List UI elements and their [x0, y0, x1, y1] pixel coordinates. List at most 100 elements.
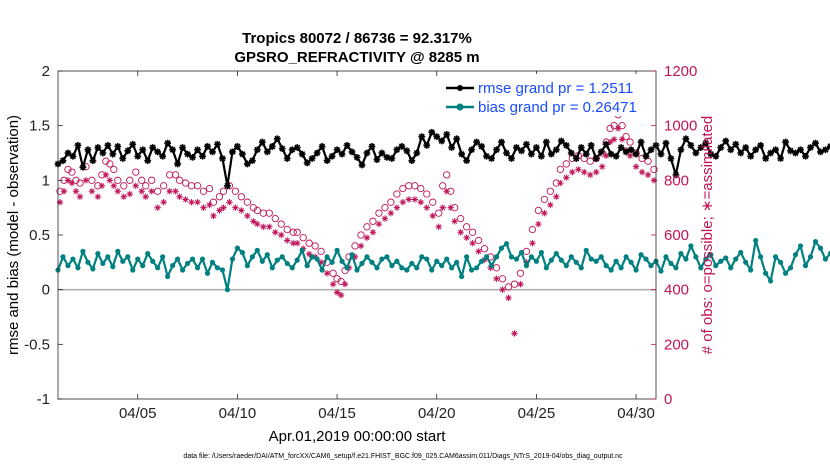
bias-point: [678, 250, 684, 257]
rmse-point: [338, 150, 346, 158]
obs-assimilated-point: [499, 286, 506, 293]
obs-assimilated-point: [172, 188, 179, 195]
bias-point: [90, 266, 96, 272]
obs-assimilated-point: [511, 330, 518, 337]
bias-point: [777, 259, 784, 265]
rmse-point: [134, 152, 142, 160]
bias-point: [419, 254, 425, 260]
rmse-point: [717, 144, 725, 151]
rmse-point: [408, 157, 416, 165]
bias-point: [563, 263, 569, 269]
rmse-point: [672, 171, 680, 179]
rmse-point: [84, 146, 92, 154]
rmse-point: [747, 152, 755, 160]
bias-point: [608, 267, 614, 273]
bias-point: [548, 257, 554, 263]
rmse-point: [637, 138, 645, 146]
bias-point: [708, 252, 714, 258]
obs-possible-point: [205, 184, 214, 193]
bias-point: [224, 287, 231, 293]
rmse-point: [423, 141, 431, 149]
bias-point: [623, 254, 629, 260]
obs-assimilated-point: [575, 166, 582, 173]
obs-assimilated-point: [447, 204, 454, 211]
obs-assimilated-point: [94, 193, 102, 200]
rmse-point: [448, 144, 456, 151]
obs-assimilated-point: [329, 281, 337, 288]
bias-point: [379, 256, 385, 262]
rmse-point: [433, 133, 441, 140]
rmse-point: [268, 143, 276, 150]
obs-assimilated-point: [68, 179, 76, 187]
bias-point: [269, 265, 275, 271]
bias-point: [264, 252, 270, 258]
bias-point: [459, 273, 465, 280]
rmse-point: [383, 153, 391, 161]
rmse-point: [169, 146, 177, 154]
obs-assimilated-point: [451, 218, 458, 225]
bias-point: [299, 247, 305, 253]
obs-assimilated-point: [553, 193, 560, 200]
rmse-point: [139, 146, 147, 154]
obs-possible-point: [423, 190, 431, 198]
rmse-point: [69, 152, 77, 160]
bias-point: [493, 254, 500, 260]
chart-title-line1: Tropics 80072 / 86736 = 92.317%: [242, 30, 472, 47]
obs-possible-point: [462, 223, 471, 231]
bias-point: [244, 263, 250, 269]
bias-point: [782, 270, 789, 276]
rmse-point: [438, 137, 446, 145]
rmse-point: [682, 135, 690, 143]
rmse-point: [792, 149, 799, 157]
rmse-point: [194, 146, 201, 154]
rmse-point: [632, 150, 640, 158]
y-right-tick-label: 200: [664, 336, 689, 353]
y-left-tick-label: 1: [42, 172, 50, 189]
legend: rmse grand pr = 1.2511 bias grand pr = 0…: [442, 74, 652, 116]
obs-assimilated-point: [278, 231, 285, 239]
bias-point: [304, 263, 310, 269]
rmse-point: [283, 155, 291, 162]
obs-possible-point: [305, 239, 313, 247]
bias-point: [160, 254, 166, 260]
legend-bias-label: bias grand pr = 0.26471: [478, 99, 637, 116]
rmse-point: [607, 150, 615, 158]
rmse-point: [243, 160, 251, 168]
rmse-point: [493, 146, 500, 154]
bias-point: [673, 265, 679, 271]
rmse-point: [817, 148, 824, 156]
obs-possible-point: [193, 182, 202, 190]
obs-assimilated-point: [238, 207, 245, 214]
obs-assimilated-point: [423, 204, 430, 211]
rmse-point: [164, 139, 172, 147]
obs-assimilated-point: [369, 229, 377, 236]
obs-assimilated-point: [363, 234, 371, 241]
obs-assimilated-point: [610, 136, 618, 143]
bias-point: [474, 265, 480, 271]
rmse-point: [74, 141, 82, 149]
rmse-point: [89, 157, 97, 165]
rmse-point: [214, 140, 221, 148]
rmse-point: [523, 140, 530, 148]
obs-assimilated-point: [399, 199, 407, 206]
bias-point: [374, 265, 380, 271]
rmse-point: [363, 149, 371, 157]
rmse-point: [333, 146, 341, 154]
bias-point: [787, 265, 794, 271]
obs-possible-point: [237, 193, 246, 201]
rmse-point: [782, 138, 789, 146]
obs-possible-point: [171, 171, 180, 179]
obs-possible-point: [411, 182, 419, 190]
plot-area: [58, 71, 656, 399]
obs-possible-point: [528, 225, 537, 234]
bias-point: [100, 260, 106, 267]
bias-point: [738, 249, 744, 256]
rmse-point: [762, 155, 770, 162]
obs-possible-point: [311, 242, 319, 250]
bias-point: [404, 267, 410, 273]
obs-assimilated-point: [60, 188, 68, 195]
bias-point: [748, 267, 754, 273]
rmse-point: [373, 156, 381, 163]
obs-assimilated-point: [618, 136, 626, 143]
obs-possible-point: [120, 182, 128, 190]
